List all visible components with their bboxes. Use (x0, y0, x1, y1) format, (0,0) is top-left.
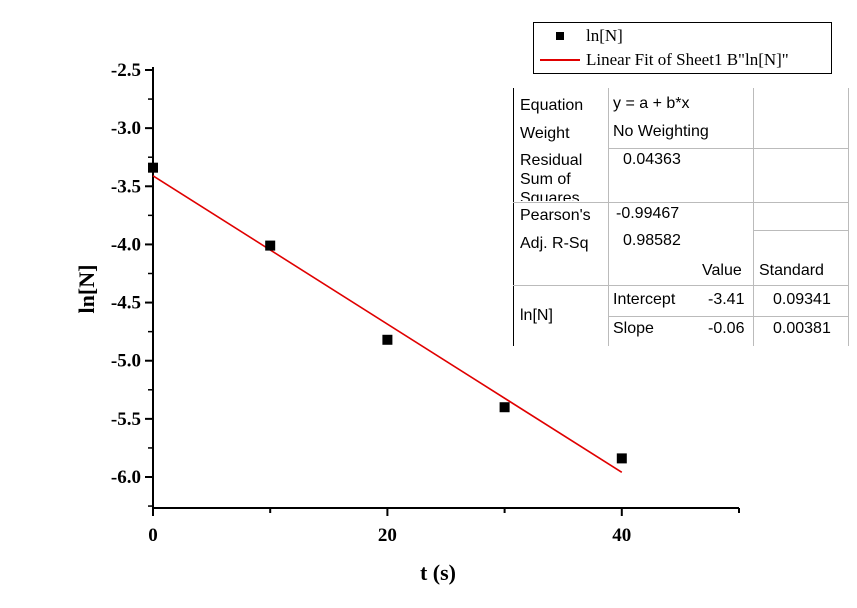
data-point (616, 453, 627, 464)
y-tick-label: -3.5 (111, 176, 141, 197)
weight-label: Weight (520, 125, 570, 142)
x-tick-label: 40 (612, 525, 631, 546)
slope-se: 0.00381 (773, 320, 831, 337)
square-marker-icon (556, 32, 564, 40)
equation-value: y = a + b*x (613, 95, 690, 112)
intercept-label: Intercept (613, 291, 676, 308)
adjr-label: Adj. R-Sq (520, 235, 589, 252)
y-axis-title: ln[N] (74, 265, 99, 314)
data-point (499, 402, 510, 413)
data-point (382, 334, 393, 345)
equation-label: Equation (520, 97, 584, 114)
intercept-se: 0.09341 (773, 291, 831, 308)
data-point (265, 240, 276, 251)
intercept-value: -3.41 (708, 291, 745, 308)
y-tick-label: -2.5 (111, 60, 141, 81)
legend-label: ln[N] (586, 26, 623, 45)
slope-value: -0.06 (708, 320, 745, 337)
weight-value: No Weighting (613, 123, 709, 140)
x-tick-label: 20 (378, 525, 397, 546)
rss-label: Residual Sum of Squares (520, 152, 583, 201)
fit-line (152, 175, 623, 474)
rss-value: 0.04363 (623, 151, 681, 168)
y-tick-label: -6.0 (111, 467, 141, 488)
x-axis-title: t (s) (420, 560, 456, 585)
y-tick-label: -3.0 (111, 118, 141, 139)
y-tick-label: -5.5 (111, 409, 141, 430)
legend-entry-fit: Linear Fit of Sheet1 B"ln[N]" (534, 48, 789, 72)
legend: ln[N] Linear Fit of Sheet1 B"ln[N]" (533, 22, 832, 74)
group-label: ln[N] (520, 307, 553, 324)
legend-label: Linear Fit of Sheet1 B"ln[N]" (586, 50, 789, 69)
pearson-label: Pearson's (520, 207, 591, 224)
value-header: Value (702, 262, 742, 279)
x-tick-label: 0 (148, 525, 158, 546)
standard-header: Standard (759, 262, 824, 279)
adjr-value: 0.98582 (623, 232, 681, 249)
y-tick-label: -4.0 (111, 234, 141, 255)
red-line-icon (540, 59, 580, 61)
pearson-value: -0.99467 (616, 205, 680, 222)
slope-label: Slope (613, 320, 654, 337)
legend-entry-data: ln[N] (534, 24, 623, 48)
y-tick-label: -5.0 (111, 351, 141, 372)
fit-results-table: Equation y = a + b*x Weight No Weighting… (513, 88, 849, 346)
data-point (148, 162, 158, 173)
y-tick-label: -4.5 (111, 293, 141, 314)
